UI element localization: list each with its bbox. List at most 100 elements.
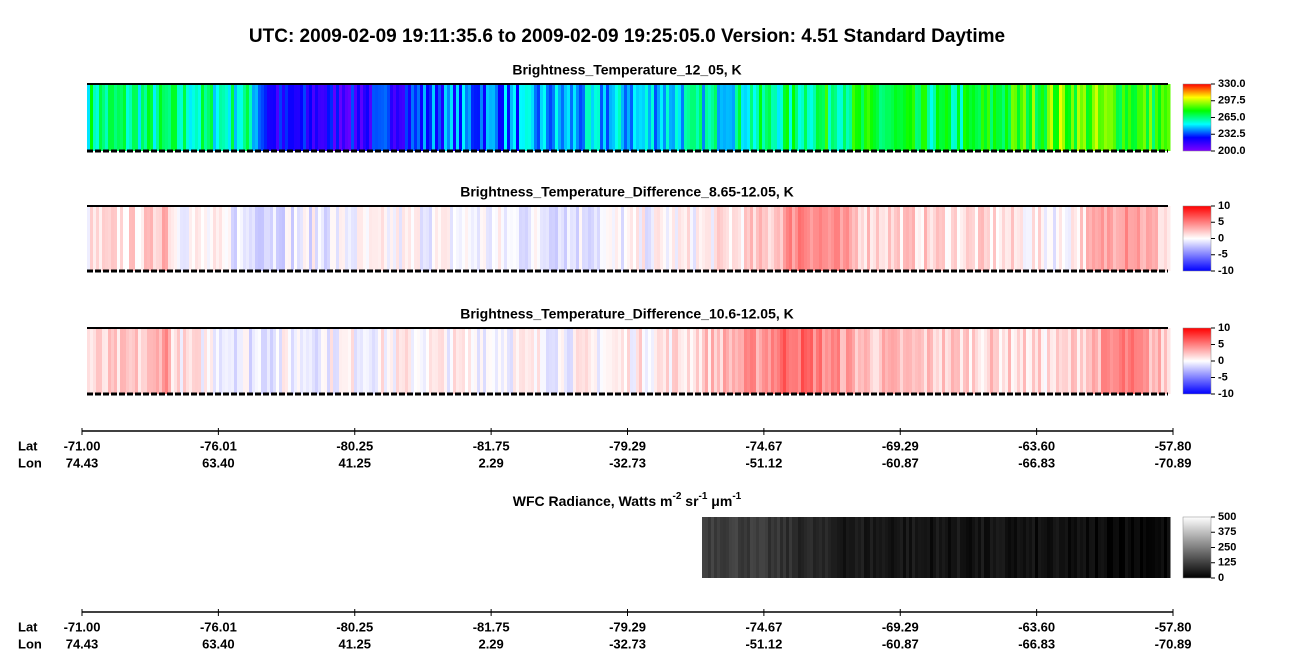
image-stripe — [573, 328, 577, 394]
image-stripe — [1134, 206, 1138, 271]
image-stripe — [303, 328, 307, 394]
image-stripe — [471, 328, 475, 394]
image-stripe — [687, 84, 691, 151]
image-stripe — [699, 206, 703, 271]
image-stripe — [330, 84, 334, 151]
image-stripe — [204, 206, 208, 271]
colorbar-tick-label: 5 — [1218, 338, 1224, 350]
image-stripe — [552, 328, 556, 394]
image-stripe — [657, 84, 661, 151]
image-stripe — [978, 517, 982, 578]
image-stripe — [1125, 84, 1129, 151]
image-stripe — [1113, 328, 1117, 394]
image-stripe — [1038, 206, 1042, 271]
image-stripe — [936, 84, 940, 151]
image-stripe — [999, 328, 1003, 394]
image-stripe — [756, 84, 760, 151]
image-stripe — [882, 328, 886, 394]
image-stripe — [483, 206, 487, 271]
image-stripe — [183, 84, 187, 151]
image-stripe — [375, 206, 379, 271]
image-stripe — [873, 84, 877, 151]
image-stripe — [969, 328, 973, 394]
image-stripe — [663, 84, 667, 151]
image-stripe — [516, 206, 520, 271]
image-stripe — [762, 517, 766, 578]
image-stripe — [876, 206, 880, 271]
image-stripe — [840, 517, 844, 578]
image-stripe — [1068, 206, 1072, 271]
image-stripe — [129, 84, 133, 151]
image-stripe — [153, 84, 157, 151]
image-stripe — [759, 84, 763, 151]
image-stripe — [522, 206, 526, 271]
image-stripe — [1092, 84, 1096, 151]
main-title: UTC: 2009-02-09 19:11:35.6 to 2009-02-09… — [249, 26, 1005, 47]
image-stripe — [873, 328, 877, 394]
colorbar-tick-label: 0 — [1218, 232, 1224, 244]
image-stripe — [645, 206, 649, 271]
image-stripe — [969, 84, 973, 151]
image-stripe — [258, 328, 262, 394]
image-stripe — [324, 84, 328, 151]
image-stripe — [780, 84, 784, 151]
image-stripe — [1014, 517, 1018, 578]
image-stripe — [732, 206, 736, 271]
image-stripe — [534, 328, 538, 394]
image-stripe — [858, 328, 862, 394]
image-stripe — [615, 206, 619, 271]
image-stripe — [891, 84, 895, 151]
image-stripe — [963, 84, 967, 151]
image-stripe — [189, 206, 193, 271]
image-stripe — [1110, 84, 1114, 151]
image-stripe — [141, 206, 145, 271]
image-stripe — [450, 206, 454, 271]
colorbar-tick-label: 375 — [1218, 526, 1236, 538]
image-stripe — [1140, 328, 1144, 394]
image-stripe — [744, 84, 748, 151]
image-stripe — [855, 517, 859, 578]
image-stripe — [717, 84, 721, 151]
image-stripe — [948, 206, 952, 271]
image-stripe — [813, 517, 817, 578]
image-stripe — [459, 328, 463, 394]
image-stripe — [1131, 206, 1135, 271]
lat-label: -69.29 — [882, 619, 919, 634]
lon-label: 74.43 — [66, 636, 99, 651]
image-stripe — [891, 206, 895, 271]
image-stripe — [984, 84, 988, 151]
image-stripe — [1152, 84, 1156, 151]
image-stripe — [747, 328, 751, 394]
image-stripe — [747, 206, 751, 271]
image-stripe — [225, 328, 229, 394]
image-stripe — [348, 328, 352, 394]
image-stripe — [1041, 206, 1045, 271]
image-stripe — [999, 517, 1003, 578]
image-stripe — [582, 84, 586, 151]
image-stripe — [945, 517, 949, 578]
image-stripe — [546, 84, 550, 151]
image-stripe — [795, 328, 799, 394]
image-stripe — [753, 206, 757, 271]
image-stripe — [309, 84, 313, 151]
lat-label: -81.75 — [473, 438, 510, 453]
image-stripe — [822, 84, 826, 151]
image-stripe — [93, 84, 97, 151]
image-stripe — [747, 517, 751, 578]
image-stripe — [1050, 328, 1054, 394]
image-stripe — [708, 206, 712, 271]
lon-label: -60.87 — [882, 636, 919, 651]
image-stripe — [804, 328, 808, 394]
image-stripe — [1164, 84, 1168, 151]
image-stripe — [432, 328, 436, 394]
image-stripe — [660, 84, 664, 151]
image-stripe — [618, 84, 622, 151]
image-stripe — [237, 328, 241, 394]
image-stripe — [765, 84, 769, 151]
image-stripe — [513, 206, 517, 271]
image-stripe — [495, 328, 499, 394]
image-stripe — [1065, 517, 1069, 578]
image-stripe — [486, 206, 490, 271]
image-stripe — [825, 206, 829, 271]
image-stripe — [225, 84, 229, 151]
